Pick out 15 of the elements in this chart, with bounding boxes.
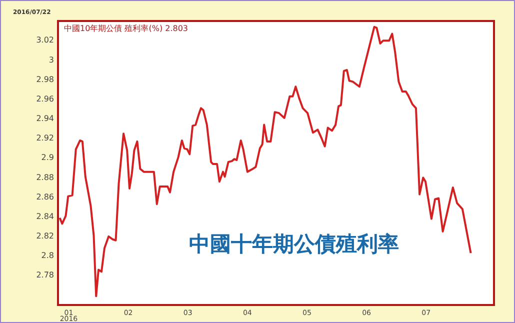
y-tick-label: 2.92	[36, 134, 54, 143]
y-tick-label: 2.96	[36, 94, 54, 104]
y-tick-label: 3.02	[36, 36, 54, 45]
y-tick-label: 2.9	[41, 153, 54, 162]
y-tick-label: 3	[48, 55, 54, 64]
y-tick-label: 2.98	[36, 74, 54, 84]
y-tick-label: 2.8	[41, 251, 54, 260]
chart-title: 中國10年期公債 殖利率(%) 2.803	[64, 24, 188, 33]
y-tick-label: 2.82	[36, 232, 54, 241]
y-tick-label: 2.88	[36, 172, 54, 182]
y-tick-label: 2.94	[36, 114, 54, 124]
y-tick-label: 2.84	[36, 212, 54, 221]
y-tick-label: 2.86	[36, 192, 54, 202]
y-tick-label: 2.78	[36, 270, 54, 280]
annotation: 中國十年期公債殖利率	[189, 232, 399, 256]
